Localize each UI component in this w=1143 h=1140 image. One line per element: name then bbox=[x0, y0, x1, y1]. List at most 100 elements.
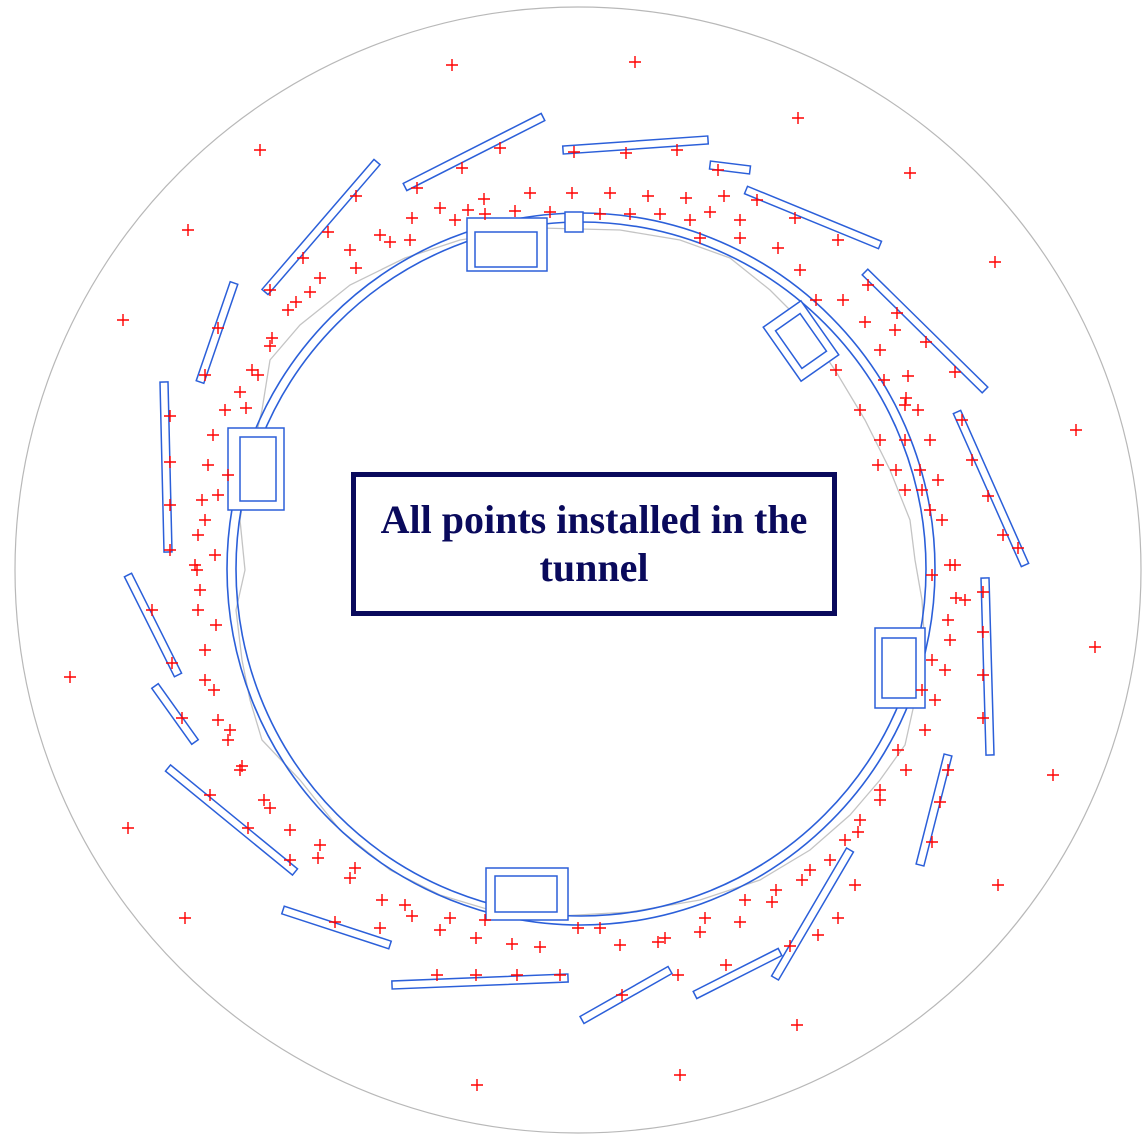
survey-point-marker bbox=[266, 332, 278, 344]
survey-point-marker bbox=[734, 916, 746, 928]
survey-point-marker bbox=[284, 854, 296, 866]
survey-point-marker bbox=[254, 144, 266, 156]
survey-point-marker bbox=[899, 399, 911, 411]
survey-point-marker bbox=[926, 654, 938, 666]
survey-point-marker bbox=[544, 206, 556, 218]
survey-point-marker bbox=[642, 190, 654, 202]
survey-point-marker bbox=[462, 204, 474, 216]
survey-point-marker bbox=[350, 190, 362, 202]
survey-bar bbox=[391, 973, 569, 990]
survey-point-marker bbox=[192, 604, 204, 616]
survey-point-marker bbox=[1070, 424, 1082, 436]
survey-point-marker bbox=[222, 469, 234, 481]
survey-point-marker bbox=[891, 307, 903, 319]
survey-point-marker bbox=[652, 936, 664, 948]
survey-point-marker bbox=[859, 316, 871, 328]
survey-point-marker bbox=[194, 584, 206, 596]
survey-point-marker bbox=[202, 459, 214, 471]
survey-point-marker bbox=[900, 764, 912, 776]
survey-point-marker bbox=[854, 404, 866, 416]
caption-text: All points installed in the tunnel bbox=[380, 497, 808, 590]
survey-point-marker bbox=[616, 989, 628, 1001]
survey-point-marker bbox=[282, 304, 294, 316]
survey-point-marker bbox=[936, 514, 948, 526]
survey-point-marker bbox=[1047, 769, 1059, 781]
survey-bar bbox=[692, 947, 783, 1000]
survey-bar bbox=[561, 135, 710, 155]
survey-point-marker bbox=[434, 202, 446, 214]
survey-point-marker bbox=[766, 896, 778, 908]
survey-point-marker bbox=[122, 822, 134, 834]
survey-bar bbox=[164, 763, 299, 877]
survey-point-marker bbox=[852, 826, 864, 838]
survey-point-marker bbox=[942, 614, 954, 626]
survey-point-marker bbox=[900, 392, 912, 404]
survey-bar bbox=[280, 905, 393, 950]
survey-point-marker bbox=[509, 205, 521, 217]
survey-point-marker bbox=[404, 234, 416, 246]
survey-point-marker bbox=[919, 724, 931, 736]
survey-point-marker bbox=[989, 256, 1001, 268]
survey-point-marker bbox=[672, 969, 684, 981]
survey-point-marker bbox=[704, 206, 716, 218]
survey-point-marker bbox=[624, 208, 636, 220]
survey-point-marker bbox=[914, 464, 926, 476]
survey-point-marker bbox=[434, 924, 446, 936]
survey-point-marker bbox=[431, 969, 443, 981]
survey-point-marker bbox=[659, 932, 671, 944]
survey-point-marker bbox=[506, 938, 518, 950]
survey-point-marker bbox=[191, 564, 203, 576]
survey-point-marker bbox=[1089, 641, 1101, 653]
survey-bar bbox=[861, 268, 989, 394]
survey-point-marker bbox=[246, 364, 258, 376]
survey-point-marker bbox=[839, 834, 851, 846]
survey-point-marker bbox=[344, 244, 356, 256]
survey-point-marker bbox=[712, 164, 724, 176]
survey-point-marker bbox=[916, 684, 928, 696]
survey-point-marker bbox=[977, 586, 989, 598]
survey-point-marker bbox=[199, 369, 211, 381]
survey-point-marker bbox=[212, 322, 224, 334]
survey-point-marker bbox=[234, 386, 246, 398]
survey-point-marker bbox=[932, 474, 944, 486]
survey-point-marker bbox=[199, 644, 211, 656]
survey-point-marker bbox=[824, 854, 836, 866]
survey-points bbox=[64, 56, 1101, 1091]
survey-point-marker bbox=[344, 872, 356, 884]
survey-point-marker bbox=[874, 784, 886, 796]
survey-point-marker bbox=[862, 279, 874, 291]
survey-point-marker bbox=[924, 434, 936, 446]
survey-point-marker bbox=[992, 879, 1004, 891]
survey-bar bbox=[980, 577, 995, 756]
survey-point-marker bbox=[182, 224, 194, 236]
survey-point-marker bbox=[242, 822, 254, 834]
survey-point-marker bbox=[117, 314, 129, 326]
survey-point-marker bbox=[192, 529, 204, 541]
survey-point-marker bbox=[350, 262, 362, 274]
survey-point-marker bbox=[791, 1019, 803, 1031]
survey-point-marker bbox=[166, 657, 178, 669]
survey-point-marker bbox=[792, 112, 804, 124]
survey-point-marker bbox=[534, 941, 546, 953]
survey-point-marker bbox=[942, 764, 954, 776]
survey-point-marker bbox=[349, 862, 361, 874]
survey-point-marker bbox=[1012, 542, 1024, 554]
survey-point-marker bbox=[878, 374, 890, 386]
survey-point-marker bbox=[224, 724, 236, 736]
survey-point-marker bbox=[384, 236, 396, 248]
survey-point-marker bbox=[830, 364, 842, 376]
survey-point-marker bbox=[944, 634, 956, 646]
survey-point-marker bbox=[479, 208, 491, 220]
survey-point-marker bbox=[554, 969, 566, 981]
survey-point-marker bbox=[264, 802, 276, 814]
survey-point-marker bbox=[176, 712, 188, 724]
survey-point-marker bbox=[734, 232, 746, 244]
survey-point-marker bbox=[322, 226, 334, 238]
survey-point-marker bbox=[977, 626, 989, 638]
survey-point-marker bbox=[949, 559, 961, 571]
survey-point-marker bbox=[314, 839, 326, 851]
survey-point-marker bbox=[694, 232, 706, 244]
survey-point-marker bbox=[739, 894, 751, 906]
survey-point-marker bbox=[240, 402, 252, 414]
